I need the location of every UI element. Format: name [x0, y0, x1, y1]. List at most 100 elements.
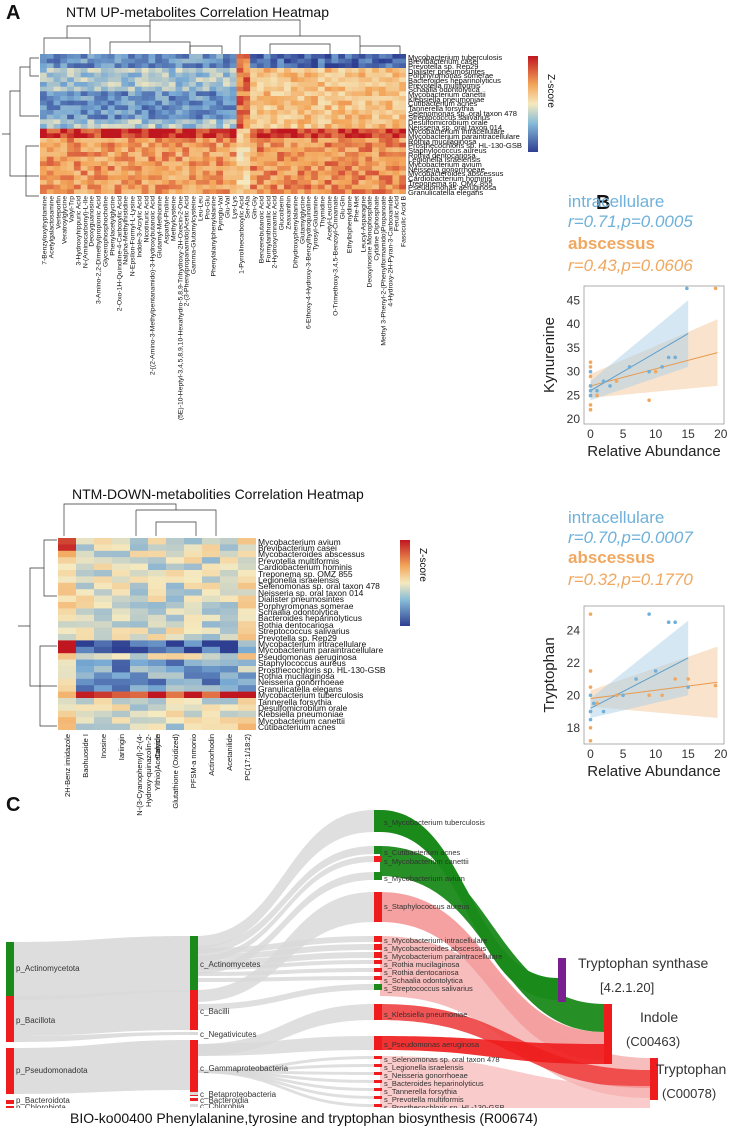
- scatter-orange-point: [614, 693, 619, 698]
- heatmap-up-cell: [324, 147, 332, 153]
- heatmap-down-cell: [238, 563, 256, 571]
- heatmap-up-cell: [290, 175, 298, 181]
- heatmap-down-cell: [202, 659, 221, 667]
- heatmap-up-cell: [277, 170, 285, 176]
- heatmap-up-cell: [141, 114, 149, 120]
- heatmap-up-cell: [148, 110, 156, 115]
- heatmap-up-cell: [53, 133, 61, 139]
- heatmap-up-cell: [277, 100, 285, 106]
- heatmap-up-cell: [399, 133, 406, 139]
- heatmap-up-cell: [284, 119, 292, 125]
- heatmap-down-cell: [130, 595, 149, 603]
- sankey-class-node: [190, 1040, 198, 1096]
- heatmap-down-cell: [76, 723, 95, 730]
- heatmap-up-cell: [250, 91, 258, 97]
- heatmap-up-cell: [175, 138, 183, 143]
- heatmap-up-cell: [162, 152, 170, 157]
- heatmap-up-cell: [195, 138, 203, 143]
- heatmap-up-cell: [175, 86, 183, 92]
- heatmap-down-cell: [58, 640, 77, 648]
- heatmap-up-cell: [243, 105, 251, 111]
- heatmap-up-cell: [175, 147, 183, 153]
- heatmap-up-cell: [80, 86, 88, 92]
- heatmap-up-cell: [351, 54, 359, 59]
- sankey-species-label: s_Streptococcus salivarius: [384, 984, 473, 993]
- heatmap-up-cell: [148, 184, 156, 190]
- heatmap-up-cell: [87, 82, 95, 87]
- heatmap-up-cell: [40, 189, 48, 194]
- heatmap-up-cell: [250, 133, 258, 139]
- heatmap-up-cell: [338, 63, 346, 69]
- heatmap-up-cell: [182, 68, 190, 73]
- heatmap-up-cell: [107, 138, 115, 143]
- heatmap-down-cell: [112, 550, 131, 558]
- heatmap-down-cell: [76, 614, 95, 622]
- heatmap-down-cell: [112, 710, 131, 718]
- heatmap-up-cell: [60, 86, 68, 92]
- heatmap-up-cell: [202, 133, 210, 139]
- heatmap-up-cell: [250, 184, 258, 190]
- heatmap-down-cell: [130, 582, 149, 590]
- heatmap-up-cell: [331, 96, 339, 101]
- heatmap-up-cell: [73, 100, 81, 106]
- heatmap-up-cell: [148, 72, 156, 78]
- heatmap-up-cell: [250, 156, 258, 162]
- heatmap-up-cell: [256, 82, 264, 87]
- heatmap-up-cell: [94, 156, 102, 162]
- heatmap-up-cell: [392, 156, 400, 162]
- heatmap-up-cell: [168, 152, 176, 157]
- heatmap-down-cell: [94, 646, 113, 654]
- heatmap-down-cell: [184, 621, 203, 628]
- scatter-blue-point: [673, 355, 677, 360]
- heatmap-up-cell: [399, 161, 406, 167]
- heatmap-down-cell: [130, 563, 149, 571]
- heatmap-up-cell: [297, 77, 305, 83]
- heatmap-down-row-label: Mycobacterium intracellulare: [258, 638, 367, 649]
- heatmap-up-cell: [385, 184, 393, 190]
- sankey-species-node: [374, 810, 382, 832]
- heatmap-up-cell: [243, 86, 251, 92]
- heatmap-up-cell: [195, 91, 203, 97]
- heatmap-up-cell: [114, 86, 122, 92]
- heatmap-up-cell: [128, 68, 136, 73]
- heatmap-up-cell: [162, 133, 170, 139]
- heatmap-up-cell: [392, 161, 400, 167]
- heatmap-up-cell: [60, 180, 68, 185]
- heatmap-up-cell: [304, 119, 312, 125]
- heatmap-up-cell: [317, 63, 325, 69]
- heatmap-down-cell: [166, 563, 185, 571]
- heatmap-down-row-label: Tannerella forsythia: [258, 696, 332, 707]
- heatmap-up-cell: [331, 175, 339, 181]
- heatmap-up-cell: [94, 91, 102, 97]
- heatmap-down-cell: [76, 550, 95, 558]
- heatmap-up-cell: [107, 63, 115, 69]
- heatmap-up-cell: [270, 86, 278, 92]
- heatmap-up-cell: [121, 114, 129, 120]
- scatter-orange-point: [595, 701, 599, 706]
- heatmap-up-cell: [345, 58, 353, 64]
- heatmap-up-cell: [277, 166, 285, 171]
- heatmap-down-cell: [130, 557, 149, 564]
- heatmap-down-cell: [76, 634, 95, 641]
- heatmap-up-cell: [284, 170, 292, 176]
- heatmap-up-cell: [263, 63, 271, 69]
- heatmap-up-cell: [270, 82, 278, 87]
- heatmap-up-cell: [378, 175, 386, 181]
- heatmap-up-cell: [94, 166, 102, 171]
- heatmap-up-cell: [40, 133, 48, 139]
- heatmap-up-cell: [277, 147, 285, 153]
- heatmap-up-cell: [141, 175, 149, 181]
- heatmap-down-cell: [166, 634, 185, 641]
- heatmap-down-cell: [58, 672, 77, 680]
- heatmap-up-cell: [121, 128, 129, 134]
- heatmap-up-cell: [155, 166, 163, 171]
- heatmap-up-cell: [324, 100, 332, 106]
- heatmap-up-cell: [175, 82, 183, 87]
- heatmap-down-cell: [94, 582, 113, 590]
- panel-label-b: B: [596, 192, 611, 214]
- heatmap-up-cell: [372, 58, 380, 64]
- heatmap-up-cell: [162, 100, 170, 106]
- heatmap-up-cell: [141, 138, 149, 143]
- heatmap-up-cell: [358, 96, 366, 101]
- heatmap-down-cell: [94, 723, 113, 730]
